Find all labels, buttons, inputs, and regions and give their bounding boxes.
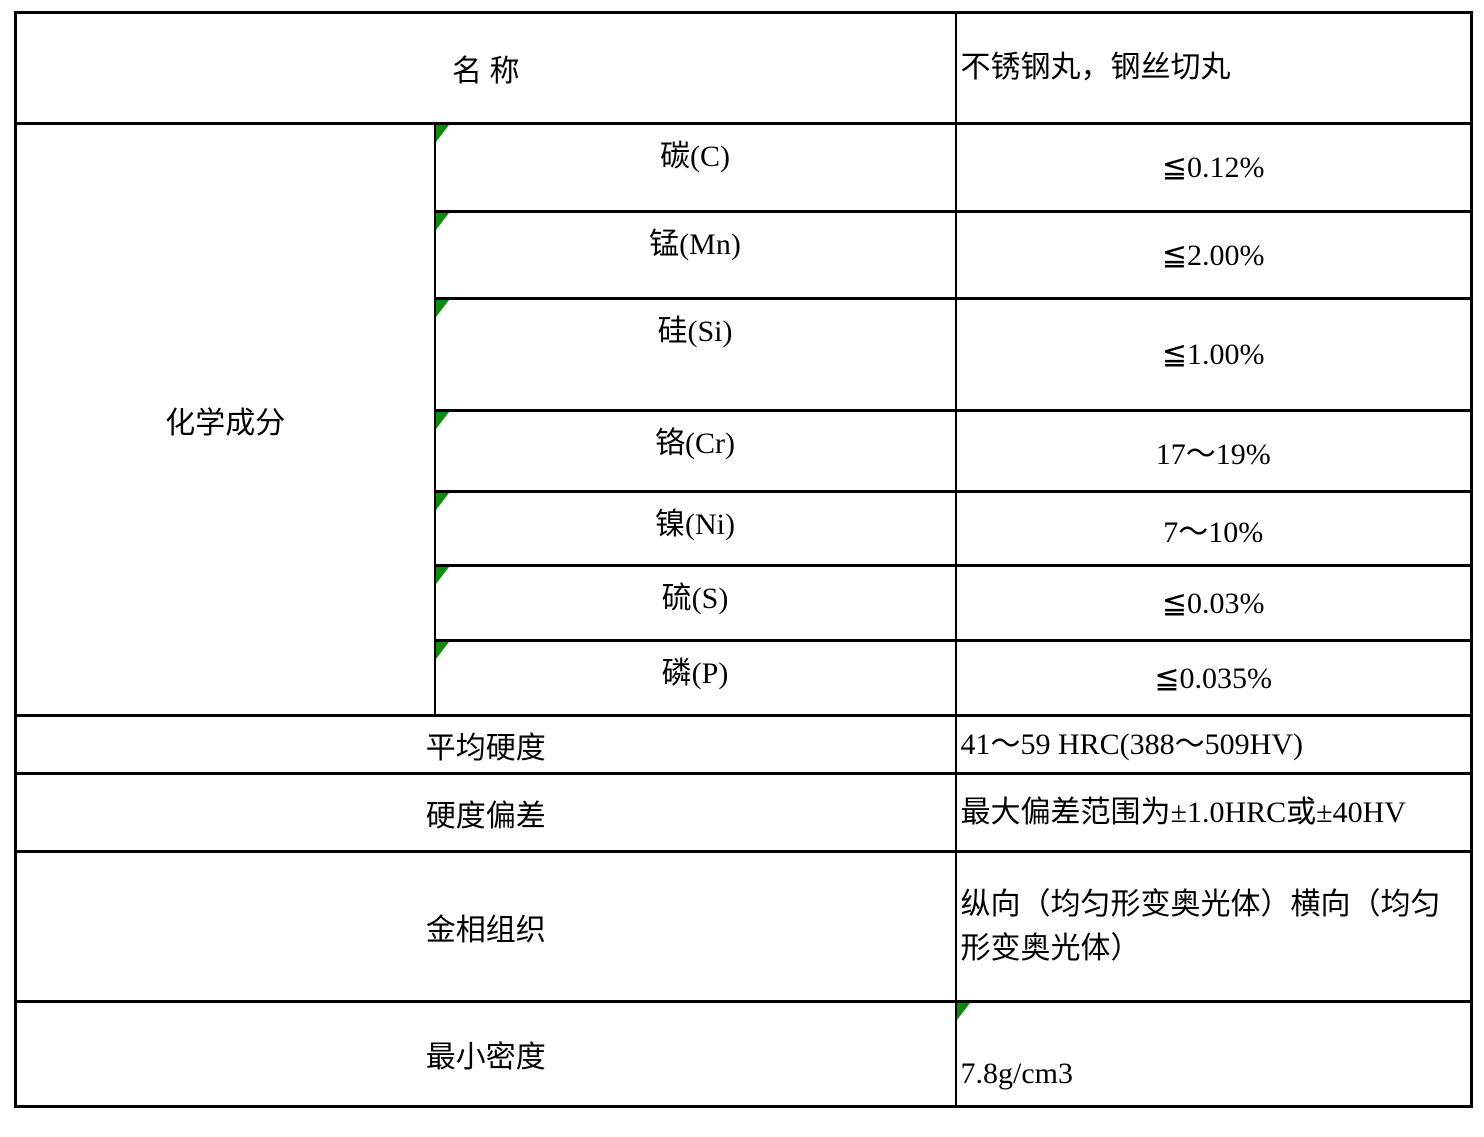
chemical-composition-label: 化学成分 (165, 406, 286, 440)
property-value: 最大偏差范围为±1.0HRC或±40HV (960, 795, 1406, 829)
error-triangle-icon (436, 494, 449, 510)
element-value: ≦0.035% (1154, 661, 1273, 695)
name-value: 不锈钢丸，钢丝切丸 (960, 51, 1231, 85)
property-value-cell: 7.8g/cm3 (954, 1000, 1473, 1108)
spec-table: 名 称 不锈钢丸，钢丝切丸 化学成分 碳(C) ≦0.12% 锰(Mn) ≦2.… (14, 11, 1473, 1108)
error-triangle-icon (436, 301, 449, 317)
element-name: 镍(Ni) (655, 508, 735, 541)
element-value-cell: ≦1.00% (954, 297, 1473, 412)
error-triangle-icon (436, 568, 449, 584)
element-name-cell: 锰(Mn) (433, 210, 957, 300)
row-name: 名 称 不锈钢丸，钢丝切丸 (14, 11, 1473, 125)
element-name: 铬(Cr) (655, 427, 735, 460)
name-label: 名 称 (452, 55, 520, 88)
element-value-cell: 7～10% (954, 490, 1473, 567)
property-label: 最小密度 (425, 1041, 546, 1074)
row-property-hardness-deviation: 硬度偏差 最大偏差范围为±1.0HRC或±40HV (14, 772, 1473, 853)
element-name: 碳(C) (660, 140, 730, 173)
element-value-cell: ≦2.00% (954, 210, 1473, 300)
property-value-cell: 41～59 HRC(388～509HV) (954, 714, 1473, 775)
property-value: 7.8g/cm3 (960, 1057, 1074, 1090)
element-value-cell: ≦0.035% (954, 639, 1473, 717)
element-value: ≦0.12% (1161, 151, 1265, 184)
property-value-cell: 纵向（均匀形变奥光体）横向（均匀形变奥光体） (954, 850, 1473, 1003)
row-property-hardness: 平均硬度 41～59 HRC(388～509HV) (14, 714, 1473, 775)
property-label: 平均硬度 (425, 731, 546, 765)
row-element-phosphorus: 磷(P) ≦0.035% (16, 639, 1473, 717)
element-name: 磷(P) (661, 657, 729, 690)
element-name: 锰(Mn) (649, 228, 741, 261)
property-value-cell: 最大偏差范围为±1.0HRC或±40HV (954, 772, 1473, 853)
property-label: 硬度偏差 (425, 799, 546, 833)
element-value-cell: ≦0.03% (954, 564, 1473, 642)
property-label-cell: 金相组织 (14, 850, 957, 1003)
element-value: ≦1.00% (1161, 338, 1265, 371)
row-element-manganese: 锰(Mn) ≦2.00% (16, 210, 1473, 300)
property-value: 41～59 HRC(388～509HV) (960, 727, 1304, 761)
property-label-cell: 平均硬度 (14, 714, 957, 775)
error-triangle-icon (957, 1004, 970, 1020)
element-value-cell: ≦0.12% (954, 122, 1473, 213)
row-element-nickel: 镍(Ni) 7～10% (16, 490, 1473, 567)
element-value: 7～10% (1163, 515, 1264, 549)
element-value: ≦0.03% (1161, 586, 1265, 620)
element-name-cell: 铬(Cr) (433, 409, 957, 493)
property-value: 纵向（均匀形变奥光体）横向（均匀形变奥光体） (960, 888, 1441, 965)
name-value-cell: 不锈钢丸，钢丝切丸 (954, 11, 1473, 125)
row-property-min-density: 最小密度 7.8g/cm3 (14, 1000, 1473, 1108)
name-label-cell: 名 称 (14, 11, 957, 125)
element-name: 硅(Si) (657, 315, 733, 348)
element-value: 17～19% (1155, 438, 1271, 471)
row-element-carbon: 化学成分 碳(C) ≦0.12% (14, 122, 1473, 717)
error-triangle-icon (436, 126, 449, 142)
element-value: ≦2.00% (1161, 238, 1265, 272)
element-name-cell: 磷(P) (433, 639, 957, 717)
row-property-microstructure: 金相组织 纵向（均匀形变奥光体）横向（均匀形变奥光体） (14, 850, 1473, 1003)
element-name-cell: 镍(Ni) (433, 490, 957, 567)
property-label-cell: 硬度偏差 (14, 772, 957, 853)
element-value-cell: 17～19% (954, 409, 1473, 493)
row-element-silicon: 硅(Si) ≦1.00% (16, 297, 1473, 412)
element-name-cell: 硫(S) (433, 564, 957, 642)
element-name-cell: 硅(Si) (433, 297, 957, 412)
error-triangle-icon (436, 643, 449, 659)
property-label-cell: 最小密度 (14, 1000, 957, 1108)
element-name-cell: 碳(C) (433, 122, 957, 213)
error-triangle-icon (436, 413, 449, 429)
property-label: 金相组织 (425, 913, 546, 947)
chemical-composition-header-cell: 化学成分 (14, 122, 436, 717)
row-element-sulfur: 硫(S) ≦0.03% (16, 564, 1473, 642)
row-element-chromium: 铬(Cr) 17～19% (16, 409, 1473, 493)
element-name: 硫(S) (661, 582, 729, 615)
error-triangle-icon (436, 214, 449, 230)
